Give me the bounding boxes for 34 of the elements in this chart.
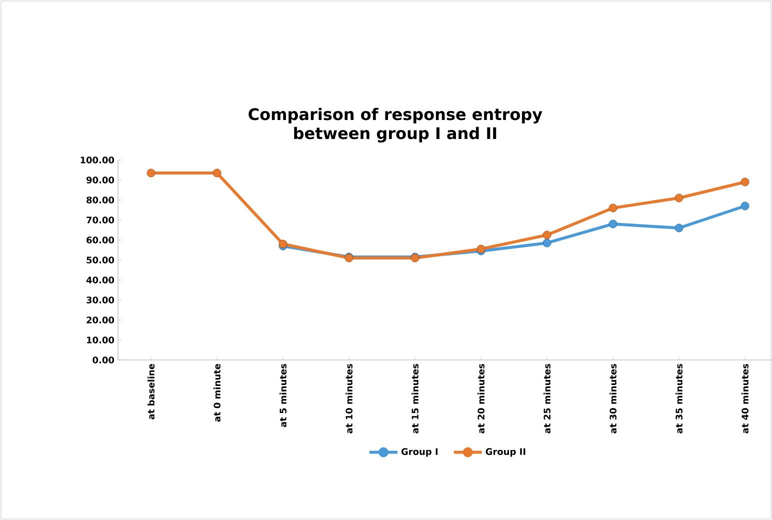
point (674, 194, 684, 202)
y-tick-label: 10.00 (87, 336, 114, 344)
point (674, 224, 684, 232)
point (542, 230, 552, 240)
y-tick-label: 90.00 (86, 176, 114, 184)
point (146, 168, 156, 178)
legend-label: Group I (401, 448, 438, 457)
y-tick-label: 30.00 (86, 296, 114, 304)
x-tick-label: at 15 minutes (412, 364, 418, 434)
y-tick-label: 50.00 (86, 256, 114, 264)
point (608, 220, 618, 228)
point (740, 178, 750, 186)
x-tick-label: at 20 minutes (478, 364, 484, 434)
y-tick-label: 60.00 (86, 236, 114, 244)
x-tick-label: at baseline (148, 364, 154, 420)
chart-title: Comparison of response entropy between group I and II (248, 108, 542, 142)
x-tick-label: at 35 minutes (676, 364, 682, 434)
y-tick-label: 70.00 (86, 216, 114, 224)
point (212, 168, 222, 178)
x-tick-label: at 30 minutes (610, 364, 616, 434)
point (740, 202, 750, 210)
x-tick-label: at 25 minutes (544, 364, 550, 434)
x-tick-label: at 40 minutes (742, 364, 748, 434)
legend-label: Group II (486, 448, 526, 457)
point (542, 238, 552, 248)
y-tick-label: 0.00 (92, 356, 114, 364)
point (608, 204, 618, 212)
x-tick-label: at 0 minute (214, 364, 220, 422)
x-tick-label: at 10 minutes (346, 364, 352, 434)
y-tick-label: 40.00 (86, 276, 114, 284)
y-tick-label: 100.00 (80, 156, 114, 164)
y-tick-label: 80.00 (86, 196, 114, 204)
y-tick-label: 20.00 (86, 316, 114, 324)
x-tick-label: at 5 minutes (280, 364, 286, 428)
